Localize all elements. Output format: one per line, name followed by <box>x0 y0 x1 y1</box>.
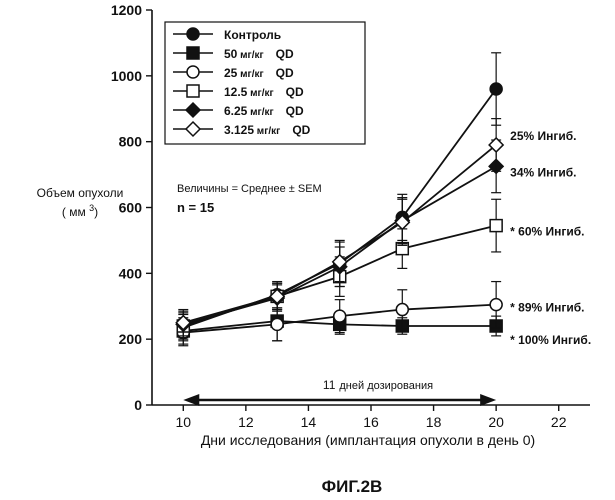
legend-marker <box>184 120 202 138</box>
data-point <box>269 288 286 305</box>
legend-unit: мг/кг <box>237 50 263 61</box>
y-tick-label: 200 <box>119 331 143 347</box>
legend-unit: мг/кг <box>254 126 280 137</box>
legend-entry: 6.25 мг/кг QD <box>173 101 304 119</box>
stats-annotation: Величины = Среднее ± SEM <box>177 183 322 195</box>
x-ticks: 10 12 14 16 18 20 22 <box>175 405 567 430</box>
inhibition-label: * 100% Ингиб. <box>510 333 591 347</box>
legend-marker <box>186 27 200 41</box>
legend-entry: 12.5 мг/кг QD <box>173 84 304 99</box>
inhibition-label: * 60% Ингиб. <box>510 225 584 239</box>
y-ticks: 0 200 400 600 800 1000 1200 <box>111 2 152 413</box>
inhibition-labels: 25% Ингиб. 34% Ингиб. * 60% Ингиб. * 89% Ин… <box>510 129 591 347</box>
y-tick-label: 800 <box>119 134 143 150</box>
x-axis-label: Дни исследования (имплантация опухоли в … <box>201 432 535 448</box>
y-tick-label: 1200 <box>111 2 142 18</box>
series-5 <box>175 118 505 337</box>
legend-box <box>164 21 366 145</box>
y-axis-label-line2: ( мм 3) <box>62 203 98 219</box>
legend-dose: 12.5 <box>224 85 248 99</box>
legend-schedule: QD <box>286 85 304 99</box>
legend-dose: 25 <box>224 66 238 80</box>
y-axis-label-line1: Объем опухоли <box>37 186 124 200</box>
y-tick-label: 600 <box>119 200 143 216</box>
y-tick-label: 400 <box>119 265 143 281</box>
y-tick-label: 0 <box>134 397 142 413</box>
legend-schedule: QD <box>276 47 294 61</box>
legend-schedule: QD <box>292 123 310 137</box>
legend-dose: 50 <box>224 47 238 61</box>
dosing-arrow-head-left <box>183 394 200 406</box>
legend-unit: мг/кг <box>247 88 273 99</box>
axes: 0 200 400 600 800 1000 1200 10 12 14 16 18 20 22 <box>111 2 590 430</box>
legend-marker <box>186 84 200 98</box>
y-tick-label: 1000 <box>111 68 142 84</box>
inhibition-label: 34% Ингиб. <box>510 165 576 179</box>
legend-entry: 25 мг/кг QD <box>173 65 294 80</box>
inhibition-label: 25% Ингиб. <box>510 129 576 143</box>
data-point <box>489 82 503 96</box>
x-tick-label: 18 <box>426 414 442 430</box>
data-point <box>488 136 505 154</box>
dosing-days-count: 11 <box>323 378 336 392</box>
legend-unit: мг/кг <box>247 107 273 118</box>
legend-entry: 3.125 мг/кг QD <box>173 120 311 138</box>
x-tick-label: 14 <box>301 414 317 430</box>
inhibition-label: * 89% Ингиб. <box>510 300 584 314</box>
legend-entry: 50 мг/кг QD <box>173 46 294 61</box>
data-point <box>489 218 503 233</box>
dosing-arrow-head-right <box>480 394 497 406</box>
legend-marker <box>186 46 200 60</box>
figure-label: ФИГ.2В <box>322 477 383 496</box>
x-tick-label: 10 <box>175 414 191 430</box>
data-point <box>394 214 411 231</box>
dosing-arrow-annotation: 11 дней дозирования <box>183 378 497 406</box>
x-tick-label: 12 <box>238 414 254 430</box>
legend-dose: 3.125 <box>224 123 254 137</box>
data-point <box>489 297 503 312</box>
legend-marker <box>186 65 200 79</box>
legend-label: 6.25 мг/кг QD <box>224 104 304 118</box>
legend-label: 12.5 мг/кг QD <box>224 85 304 99</box>
data-point <box>332 309 347 323</box>
legend-label: Контроль <box>224 28 281 42</box>
data-point <box>395 302 410 317</box>
series-layer <box>175 52 505 347</box>
legend-label: 50 мг/кг QD <box>224 47 294 61</box>
legend-entry: Контроль <box>173 27 281 42</box>
legend-label: 3.125 мг/кг QD <box>224 123 311 137</box>
x-tick-label: 22 <box>551 414 567 430</box>
x-tick-label: 20 <box>488 414 504 430</box>
legend-unit: мг/кг <box>237 69 263 80</box>
x-tick-label: 16 <box>363 414 379 430</box>
legend-label: 25 мг/кг QD <box>224 66 294 80</box>
data-point <box>270 317 284 332</box>
n-annotation: n = 15 <box>177 200 214 215</box>
legend-schedule: QD <box>286 104 304 118</box>
legend-dose: 6.25 <box>224 104 248 118</box>
legend-marker <box>184 101 202 119</box>
dosing-days-text: дней дозирования <box>339 380 433 392</box>
data-point <box>331 253 348 270</box>
data-point <box>175 314 192 331</box>
legend-schedule: QD <box>276 66 294 80</box>
